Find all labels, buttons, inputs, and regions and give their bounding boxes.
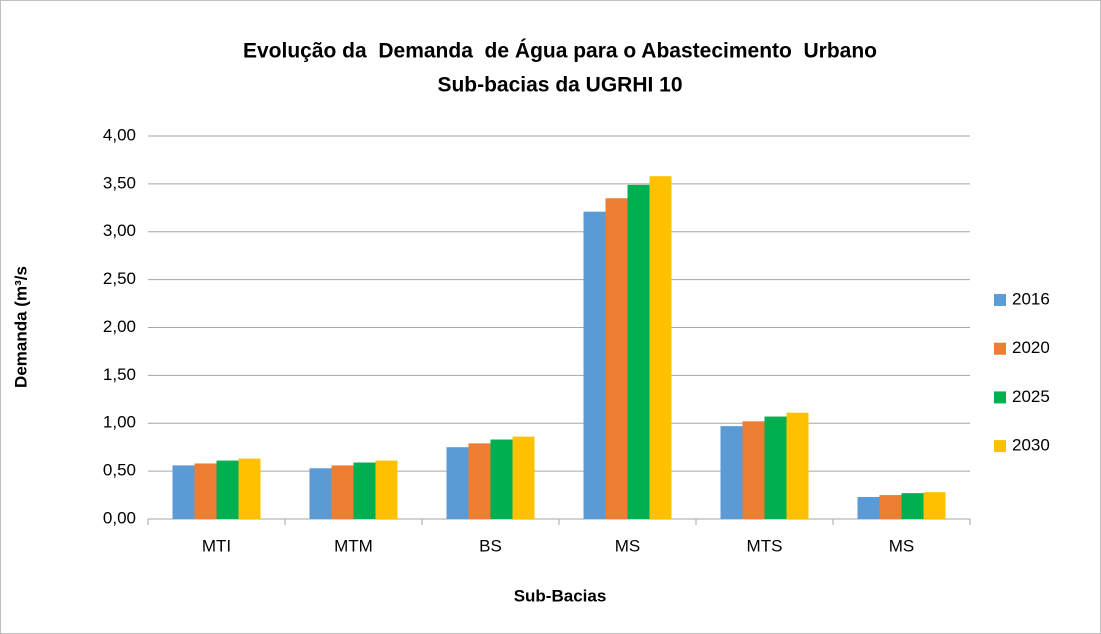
bar bbox=[353, 462, 376, 519]
legend-swatch bbox=[994, 342, 1006, 355]
bar bbox=[238, 458, 261, 519]
x-tick-label: BS bbox=[479, 536, 502, 555]
bar bbox=[923, 492, 946, 519]
y-tick-label: 3,00 bbox=[103, 221, 136, 240]
bar bbox=[172, 465, 195, 519]
bar bbox=[720, 426, 743, 519]
bar bbox=[194, 463, 217, 519]
legend-swatch bbox=[994, 294, 1006, 306]
bar bbox=[331, 465, 354, 519]
x-tick-label: MTM bbox=[334, 536, 373, 555]
y-tick-label: 0,50 bbox=[103, 461, 136, 480]
y-tick-label: 2,00 bbox=[103, 317, 136, 336]
legend-label: 2025 bbox=[1012, 387, 1050, 406]
legend-label: 2016 bbox=[1012, 289, 1050, 308]
bar bbox=[446, 447, 469, 519]
bar bbox=[627, 184, 650, 519]
bar bbox=[786, 412, 809, 519]
bar bbox=[375, 460, 398, 519]
legend-label: 2030 bbox=[1012, 436, 1050, 455]
y-tick-label: 4,00 bbox=[103, 125, 136, 144]
y-tick-label: 1,50 bbox=[103, 365, 136, 384]
bar bbox=[742, 421, 765, 519]
bar bbox=[309, 468, 332, 519]
y-tick-label: 3,50 bbox=[103, 173, 136, 192]
legend-label: 2020 bbox=[1012, 338, 1050, 357]
y-tick-label: 0,00 bbox=[103, 508, 136, 527]
chart-subtitle: Sub-bacias da UGRHI 10 bbox=[437, 74, 682, 97]
bar bbox=[468, 443, 491, 519]
bar bbox=[512, 436, 535, 519]
y-axis-title: Demanda (m³/s bbox=[11, 266, 30, 388]
bar bbox=[583, 211, 606, 519]
x-tick-label: MS bbox=[889, 536, 915, 555]
chart-title: Evolução da Demanda de Água para o Abast… bbox=[243, 40, 877, 63]
legend-swatch bbox=[994, 440, 1006, 453]
y-tick-label: 1,00 bbox=[103, 413, 136, 432]
bar bbox=[901, 493, 924, 519]
x-tick-label: MTI bbox=[202, 536, 231, 555]
x-tick-label: MS bbox=[615, 536, 641, 555]
x-tick-label: MTS bbox=[747, 536, 783, 555]
legend-swatch bbox=[994, 391, 1006, 404]
bar bbox=[490, 439, 513, 519]
bar bbox=[605, 198, 628, 520]
x-axis-title: Sub-Bacias bbox=[514, 586, 607, 605]
bar bbox=[649, 176, 672, 519]
bar bbox=[216, 460, 239, 519]
bar bbox=[764, 416, 787, 519]
y-tick-label: 2,50 bbox=[103, 269, 136, 288]
bar bbox=[879, 495, 902, 519]
bar bbox=[857, 496, 880, 519]
